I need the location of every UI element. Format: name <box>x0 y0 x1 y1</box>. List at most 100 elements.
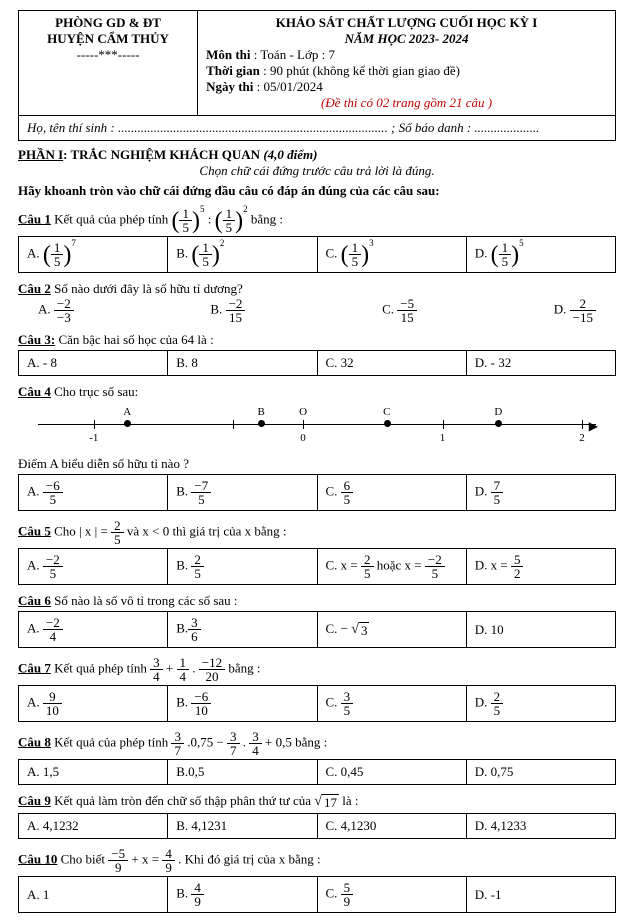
name-label: Họ, tên thí sinh : <box>27 120 115 135</box>
q9: Câu 9 Kết quả làm tròn đến chữ số thập p… <box>18 793 616 811</box>
q4-answers: A. −65 B. −75 C. 65 D. 75 <box>18 474 616 511</box>
ngay-label: Ngày thi <box>206 79 253 94</box>
q9-text1: Kết quả làm tròn đến chữ số thập phân th… <box>51 793 314 808</box>
header-left: PHÒNG GD & ĐT HUYỆN CẨM THỦY -----***---… <box>19 11 198 116</box>
q7-answers: A. 910 B. −610 C. 35 D. 25 <box>18 685 616 722</box>
q6: Câu 6 Số nào là số vô tỉ trong các số sa… <box>18 593 616 609</box>
q8-c: C. 0,45 <box>317 760 466 785</box>
q9-text2: là : <box>342 793 358 808</box>
q7-text1: Kết quả phép tính <box>51 660 150 675</box>
q10-text1: Cho biết <box>57 851 108 866</box>
q10-c: C. 59 <box>317 877 466 913</box>
q3-answers: A. - 8 B. 8 C. 32 D. - 32 <box>18 350 616 376</box>
tg-row: Thời gian : 90 phút (không kể thời gian … <box>206 63 607 79</box>
q8-b: B.0,5 <box>168 760 317 785</box>
q5-a: A. −25 <box>19 549 168 585</box>
q2: Câu 2 Số nào dưới đây là số hữu tỉ dương… <box>18 281 616 297</box>
tg-value: : 90 phút (không kể thời gian giao đề) <box>263 63 460 78</box>
q10-a: A. 1 <box>19 877 168 913</box>
q1-a: A. (15)7 <box>19 237 168 273</box>
mon-row: Môn thi : Toán - Lớp : 7 <box>206 47 607 63</box>
q1-label: Câu 1 <box>18 211 51 226</box>
ngay-value: : 05/01/2024 <box>257 79 323 94</box>
q8-d: D. 0,75 <box>466 760 615 785</box>
number-line: ▶ A B O C D -1 0 1 2 <box>38 406 596 456</box>
part1-heading: PHẦN I: TRẮC NGHIỆM KHÁCH QUAN (4,0 điểm… <box>18 147 616 163</box>
q5-b: B. 25 <box>168 549 317 585</box>
q1-b: B. (15)2 <box>168 237 317 273</box>
q2-text: Số nào dưới đây là số hữu tỉ dương? <box>51 281 243 296</box>
q4-text1: Cho trục số sau: <box>51 384 138 399</box>
q10-answers: A. 1 B. 49 C. 59 D. -1 <box>18 876 616 913</box>
q7-b: B. −610 <box>168 686 317 722</box>
q8-text1: Kết quả của phép tính <box>51 734 172 749</box>
q3-d: D. - 32 <box>466 351 615 376</box>
q4-d: D. 75 <box>466 475 615 511</box>
q10-text2: . Khi đó giá trị của x bằng : <box>178 851 321 866</box>
part1-label: PHẦN I <box>18 147 63 162</box>
q5-c: C. x = 25 hoặc x = −25 <box>317 549 466 585</box>
q6-text: Số nào là số vô tỉ trong các số sau : <box>51 593 238 608</box>
q3-text: Căn bậc hai số học của 64 là : <box>55 332 213 347</box>
part1-khoanh: Hãy khoanh tròn vào chữ cái đứng đầu câu… <box>18 183 616 199</box>
q7-label: Câu 7 <box>18 660 51 675</box>
q3-label: Câu 3: <box>18 332 55 347</box>
q6-answers: A. −24 B.36 C. − √3 D. 10 <box>18 611 616 648</box>
q6-label: Câu 6 <box>18 593 51 608</box>
q5: Câu 5 Cho | x | = 25 và x < 0 thì giá tr… <box>18 519 616 546</box>
q7-text2: bằng : <box>228 660 260 675</box>
q4-b: B. −75 <box>168 475 317 511</box>
q4-text2: Điểm A biểu diễn số hữu tỉ nào ? <box>18 456 616 472</box>
q7-d: D. 25 <box>466 686 615 722</box>
part1-rest: : TRẮC NGHIỆM KHÁCH QUAN <box>63 147 263 162</box>
q8-a: A. 1,5 <box>19 760 168 785</box>
q10-label: Câu 10 <box>18 851 57 866</box>
q7: Câu 7 Kết quả phép tính 34 + 14 . −1220 … <box>18 656 616 683</box>
title1: KHẢO SÁT CHẤT LƯỢNG CUỐI HỌC KỲ I <box>206 15 607 31</box>
org1: PHÒNG GD & ĐT <box>27 15 189 31</box>
q3: Câu 3: Căn bậc hai số học của 64 là : <box>18 332 616 348</box>
q6-d: D. 10 <box>466 612 615 648</box>
org2: HUYỆN CẨM THỦY <box>27 31 189 47</box>
q6-c: C. − √3 <box>317 612 466 648</box>
q1-text2: bằng : <box>251 211 283 226</box>
q2-d: D. 2−15 <box>554 297 596 324</box>
name-row: Họ, tên thí sinh : .....................… <box>19 116 616 141</box>
sbd-dots: .................... <box>474 120 539 135</box>
header-table: PHÒNG GD & ĐT HUYỆN CẨM THỦY -----***---… <box>18 10 616 141</box>
q1-d: D. (15)5 <box>466 237 615 273</box>
title2: NĂM HỌC 2023- 2024 <box>206 31 607 47</box>
q5-text2: và x < 0 thì giá trị của x bằng : <box>127 523 287 538</box>
q5-answers: A. −25 B. 25 C. x = 25 hoặc x = −25 D. x… <box>18 548 616 585</box>
q3-b: B. 8 <box>168 351 317 376</box>
sbd-label: ; Số báo danh : <box>391 120 471 135</box>
q2-b: B. −215 <box>210 297 245 324</box>
part1-points: (4,0 điểm) <box>263 147 317 162</box>
q1: Câu 1 Kết quả của phép tính (15) 5 : (15… <box>18 207 616 234</box>
q5-d: D. x = 52 <box>466 549 615 585</box>
exam-note: (Đề thi có 02 trang gồm 21 câu ) <box>206 95 607 111</box>
tg-label: Thời gian <box>206 63 260 78</box>
q8: Câu 8 Kết quả của phép tính 37 .0,75 − 3… <box>18 730 616 757</box>
name-dots: ........................................… <box>118 120 388 135</box>
q1-answers: A. (15)7 B. (15)2 C. (15)3 D. (15)5 <box>18 236 616 273</box>
q1-c: C. (15)3 <box>317 237 466 273</box>
q2-a: A. −2−3 <box>38 297 74 324</box>
ngay-row: Ngày thi : 05/01/2024 <box>206 79 607 95</box>
q1-expr: (15) <box>171 207 200 234</box>
q8-label: Câu 8 <box>18 734 51 749</box>
mon-label: Môn thi <box>206 47 250 62</box>
header-right: KHẢO SÁT CHẤT LƯỢNG CUỐI HỌC KỲ I NĂM HỌ… <box>198 11 616 116</box>
q7-c: C. 35 <box>317 686 466 722</box>
q4-a: A. −65 <box>19 475 168 511</box>
q9-label: Câu 9 <box>18 793 51 808</box>
q2-answers: A. −2−3 B. −215 C. −515 D. 2−15 <box>18 297 616 324</box>
q10-d: D. -1 <box>466 877 615 913</box>
q5-label: Câu 5 <box>18 523 51 538</box>
q7-a: A. 910 <box>19 686 168 722</box>
q4: Câu 4 Cho trục số sau: <box>18 384 616 400</box>
q5-text1: Cho | x | = <box>51 523 111 538</box>
q10: Câu 10 Cho biết −59 + x = 49 . Khi đó gi… <box>18 847 616 874</box>
q1-text1: Kết quả của phép tính <box>51 211 172 226</box>
q9-answers: A. 4,1232 B. 4,1231 C. 4,1230 D. 4,1233 <box>18 813 616 839</box>
